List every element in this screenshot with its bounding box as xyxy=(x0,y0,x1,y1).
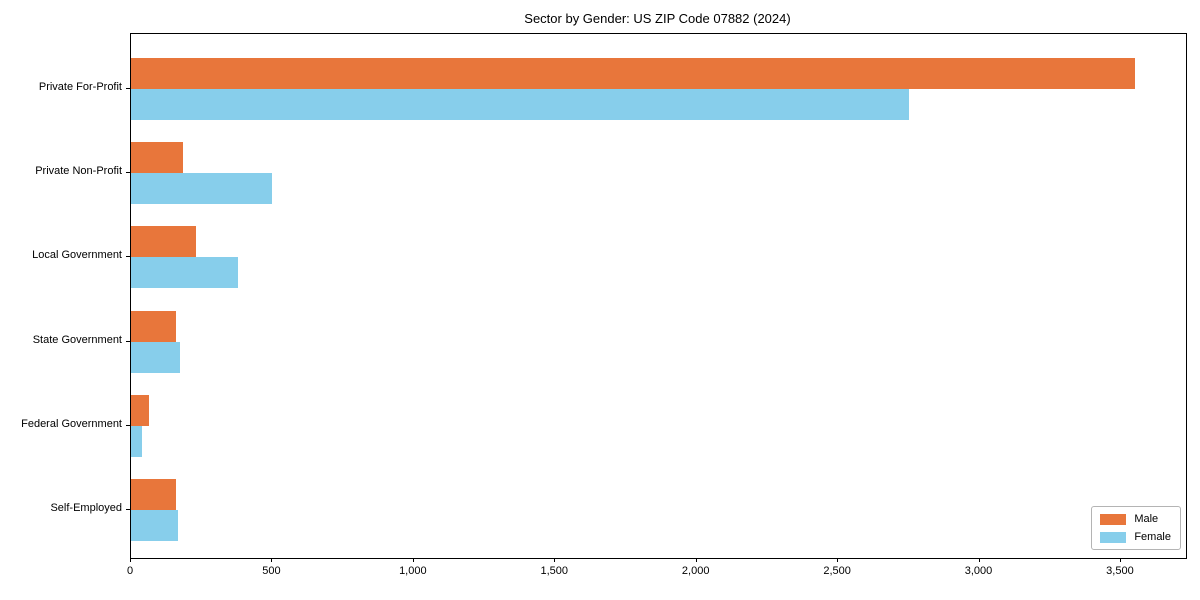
bar-female-self-employed xyxy=(131,510,178,541)
x-tick-mark xyxy=(837,558,839,562)
legend-swatch-male xyxy=(1100,513,1127,525)
x-tick-mark xyxy=(412,558,414,562)
bar-male-private-non-profit xyxy=(131,142,183,174)
y-tick-label-private-non-profit: Private Non-Profit xyxy=(35,165,122,178)
x-tick-label: 2,500 xyxy=(823,565,851,577)
x-tick-mark xyxy=(695,558,697,562)
legend-label-female: Female xyxy=(1134,531,1171,543)
x-tick-label: 0 xyxy=(126,565,134,577)
bar-female-local-government xyxy=(131,257,238,289)
x-tick-mark xyxy=(1119,558,1121,562)
bar-female-federal-government xyxy=(131,425,142,457)
legend-label-male: Male xyxy=(1134,513,1159,525)
y-tick-label-local-government: Local Government xyxy=(32,249,122,262)
y-tick-mark xyxy=(126,509,130,510)
x-tick-mark xyxy=(554,558,556,562)
bar-male-federal-government xyxy=(131,394,149,426)
x-tick-label: 1,500 xyxy=(540,565,569,577)
y-tick-mark xyxy=(126,88,130,89)
x-tick-label: 1,000 xyxy=(399,565,427,577)
y-tick-mark xyxy=(126,424,130,426)
legend-swatch-female xyxy=(1100,531,1127,543)
legend-row-female: Female xyxy=(1100,531,1171,543)
y-tick-mark xyxy=(126,172,130,174)
x-tick-label: 2,000 xyxy=(681,565,710,577)
bar-male-self-employed xyxy=(131,479,176,510)
y-tick-mark xyxy=(126,340,130,342)
legend-row-male: Male xyxy=(1100,513,1171,525)
x-tick-label: 500 xyxy=(262,565,281,577)
bar-male-private-for-profit xyxy=(131,58,1135,89)
y-tick-label-private-for-profit: Private For-Profit xyxy=(38,81,122,93)
bar-female-private-for-profit xyxy=(131,89,909,120)
bar-male-local-government xyxy=(131,226,196,258)
bar-male-state-government xyxy=(131,310,176,342)
legend: Male Female xyxy=(1091,506,1181,550)
plot-area: Male Female xyxy=(130,33,1187,559)
y-tick-label-state-government: State Government xyxy=(32,333,122,346)
x-tick-mark xyxy=(130,558,131,562)
chart-title: Sector by Gender: US ZIP Code 07882 (202… xyxy=(524,11,791,26)
x-tick-mark xyxy=(271,558,273,562)
y-tick-label-self-employed: Self-Employed xyxy=(50,502,122,514)
y-tick-label-federal-government: Federal Government xyxy=(21,417,122,430)
x-tick-mark xyxy=(978,558,980,562)
bar-female-state-government xyxy=(131,341,180,373)
y-tick-mark xyxy=(126,256,130,258)
x-tick-label: 3,000 xyxy=(964,565,993,577)
x-tick-label: 3,500 xyxy=(1106,565,1134,577)
bar-female-private-non-profit xyxy=(131,173,272,205)
